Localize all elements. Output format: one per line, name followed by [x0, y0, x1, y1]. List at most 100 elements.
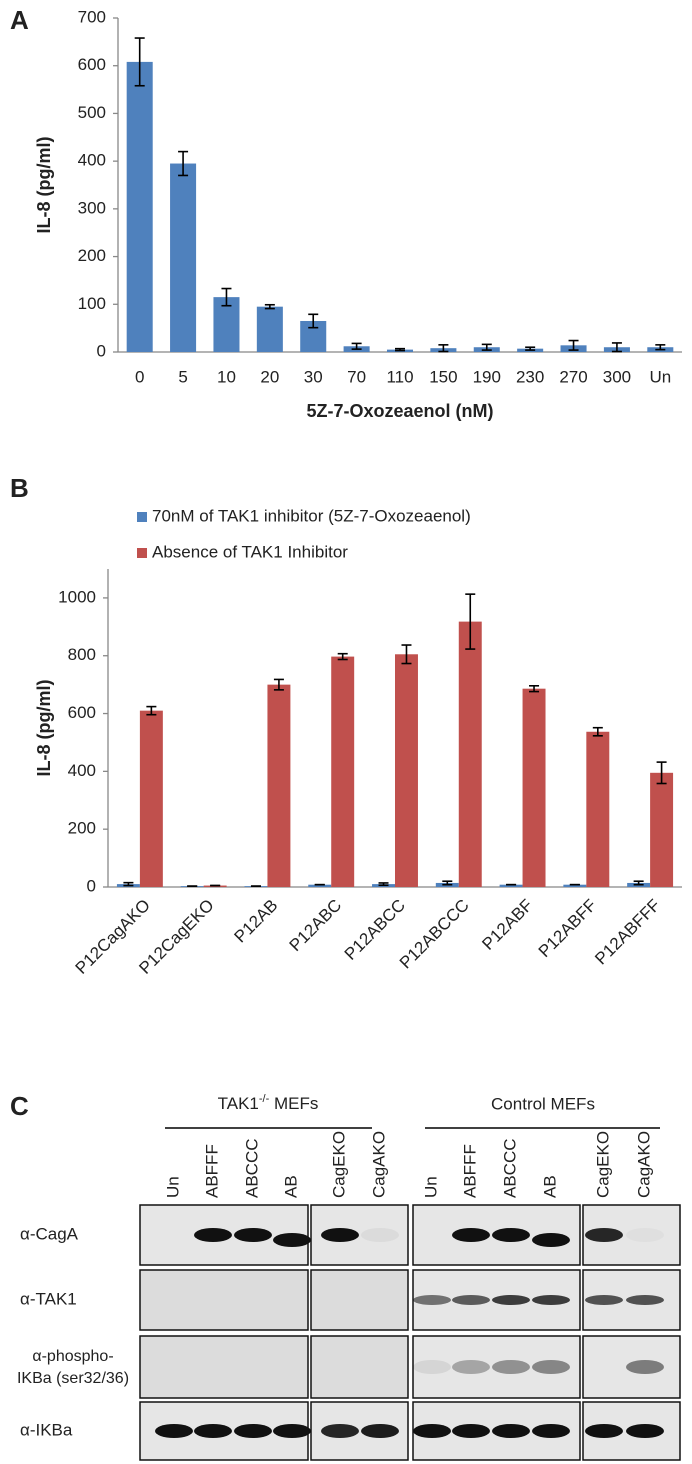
- x-tick-label: 20: [260, 367, 279, 386]
- y-tick-label: 1000: [58, 587, 96, 606]
- x-axis-title: 5Z-7-Oxozeaenol (nM): [306, 401, 493, 421]
- x-tick-label: 190: [473, 367, 501, 386]
- y-tick-label: 200: [78, 246, 106, 265]
- panel-label: C: [10, 1091, 29, 1121]
- x-tick-label: 110: [386, 367, 413, 386]
- blot-band: [194, 1228, 232, 1242]
- x-tick-label: 30: [304, 367, 323, 386]
- blot-band: [452, 1360, 490, 1374]
- blot-band: [492, 1360, 530, 1374]
- x-tick-label: P12ABCCC: [396, 896, 473, 973]
- error-bar: [525, 346, 536, 351]
- row-label: α-TAK1: [20, 1289, 77, 1308]
- x-tick-label: 70: [347, 367, 366, 386]
- x-tick-label: 150: [429, 367, 457, 386]
- error-bar: [465, 593, 476, 650]
- bar: [331, 656, 355, 887]
- blot-band: [413, 1360, 451, 1374]
- error-bar: [308, 313, 319, 329]
- error-bar: [568, 339, 579, 351]
- bar: [126, 61, 153, 352]
- blot-band: [585, 1228, 623, 1242]
- bar: [267, 684, 291, 887]
- group-label-part: TAK1: [218, 1094, 259, 1113]
- bar: [308, 884, 332, 887]
- y-tick-label: 200: [68, 819, 96, 838]
- bar: [256, 306, 283, 352]
- error-bar: [134, 37, 145, 87]
- blot-band: [626, 1295, 664, 1305]
- blot-band: [626, 1228, 664, 1242]
- blot-band: [413, 1424, 451, 1438]
- blot-band: [452, 1228, 490, 1242]
- error-bar: [656, 761, 667, 785]
- y-tick-label: 400: [68, 761, 96, 780]
- error-bar: [351, 342, 362, 350]
- group-label: TAK1-/- MEFs: [218, 1093, 319, 1114]
- bar: [650, 772, 674, 887]
- y-axis-title: IL-8 (pg/ml): [34, 137, 54, 234]
- lane-label: ABCCC: [242, 1138, 261, 1198]
- error-bar: [264, 303, 275, 310]
- panel-label: B: [10, 473, 29, 503]
- blot-band: [626, 1360, 664, 1374]
- x-tick-label: 10: [217, 367, 236, 386]
- error-bar: [438, 344, 449, 353]
- blot-band: [155, 1424, 193, 1438]
- blot-band: [452, 1424, 490, 1438]
- x-tick-label: Un: [649, 367, 671, 386]
- lane-label: ABCCC: [500, 1138, 519, 1198]
- blot-band: [626, 1424, 664, 1438]
- error-bar: [378, 882, 389, 887]
- group-label: Control MEFs: [491, 1094, 595, 1113]
- lane-label: AB: [540, 1175, 559, 1198]
- x-tick-label: 270: [559, 367, 587, 386]
- error-bar: [655, 344, 666, 351]
- x-tick-label: 5: [178, 367, 187, 386]
- error-bar: [221, 287, 232, 307]
- blot-box: [310, 1335, 409, 1399]
- x-tick-label: 0: [135, 367, 144, 386]
- lane-label: CagEKO: [593, 1131, 612, 1198]
- y-tick-label: 700: [78, 7, 106, 26]
- blot-band: [532, 1360, 570, 1374]
- lane-label: Un: [421, 1176, 440, 1198]
- blot-band: [321, 1228, 359, 1242]
- group-label-part: MEFs: [269, 1094, 318, 1113]
- error-bar: [442, 880, 453, 886]
- error-bar: [273, 678, 284, 691]
- blot-band: [492, 1228, 530, 1242]
- error-bar: [146, 705, 157, 716]
- lane-label: ABFFF: [202, 1144, 221, 1198]
- error-bar: [633, 880, 644, 886]
- error-bar: [529, 684, 540, 693]
- y-tick-label: 0: [97, 341, 106, 360]
- x-tick-label: P12ABFF: [535, 896, 601, 962]
- blot-band: [585, 1295, 623, 1305]
- blot-band: [413, 1295, 451, 1305]
- blot-band: [532, 1295, 570, 1305]
- y-axis-title: IL-8 (pg/ml): [34, 680, 54, 777]
- y-tick-label: 500: [78, 103, 106, 122]
- y-tick-label: 400: [78, 151, 106, 170]
- x-tick-label: 230: [516, 367, 544, 386]
- blot-band: [532, 1424, 570, 1438]
- blot-band: [492, 1295, 530, 1305]
- x-tick-label: P12ABC: [286, 896, 346, 956]
- blot-band: [452, 1295, 490, 1305]
- bar: [395, 654, 418, 887]
- error-bar: [481, 343, 492, 351]
- blot-box: [139, 1269, 309, 1331]
- x-tick-label: P12AB: [231, 896, 282, 947]
- panel-label: A: [10, 5, 29, 35]
- blot-band: [361, 1228, 399, 1242]
- bar: [522, 688, 546, 887]
- lane-label: AB: [281, 1175, 300, 1198]
- bar: [458, 621, 482, 887]
- error-bar: [401, 644, 412, 665]
- y-tick-label: 300: [78, 198, 106, 217]
- bar: [563, 884, 587, 887]
- bar: [586, 731, 610, 887]
- blot-band: [361, 1424, 399, 1438]
